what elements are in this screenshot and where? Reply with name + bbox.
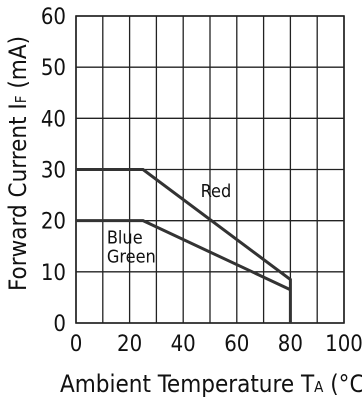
y-tick-label: 30 (41, 159, 66, 184)
x-axis-label-main: Ambient Temperature T (60, 370, 315, 398)
y-tick-label: 20 (41, 210, 66, 235)
y-tick-label: 0 (53, 312, 66, 337)
x-tick-label: 60 (224, 332, 249, 357)
y-tick-label: 10 (41, 261, 66, 286)
x-axis-label-sub: A (314, 378, 324, 396)
x-tick-label: 100 (325, 332, 362, 357)
y-axis-label: Forward Current IF (mA) (4, 36, 32, 291)
x-tick-label: 20 (117, 332, 142, 357)
tick-labels: 0 10 20 30 40 50 60 0 20 40 60 80 100 (41, 5, 362, 357)
series-label-line: Blue (107, 228, 143, 249)
y-tick-label: 50 (41, 56, 66, 81)
y-axis-label-sub: F (12, 95, 30, 103)
series-label-red: Red (201, 181, 232, 202)
x-tick-label: 40 (171, 332, 196, 357)
y-tick-label: 40 (41, 107, 66, 132)
y-axis-label-main: Forward Current I (4, 103, 32, 291)
series-label-line: Green (107, 247, 156, 268)
y-tick-label: 60 (41, 5, 66, 30)
series-lines (76, 168, 292, 323)
x-tick-label: 0 (70, 332, 83, 357)
x-tick-label: 80 (278, 332, 303, 357)
x-axis-label: Ambient Temperature TA (°C (60, 370, 362, 398)
series-line-red (76, 168, 292, 323)
series-label-blue-green: Blue Green (107, 228, 156, 268)
y-axis-label-unit: (mA) (4, 36, 32, 96)
x-axis-label-unit: (°C (323, 370, 362, 398)
series-line-blue-green (76, 219, 292, 292)
